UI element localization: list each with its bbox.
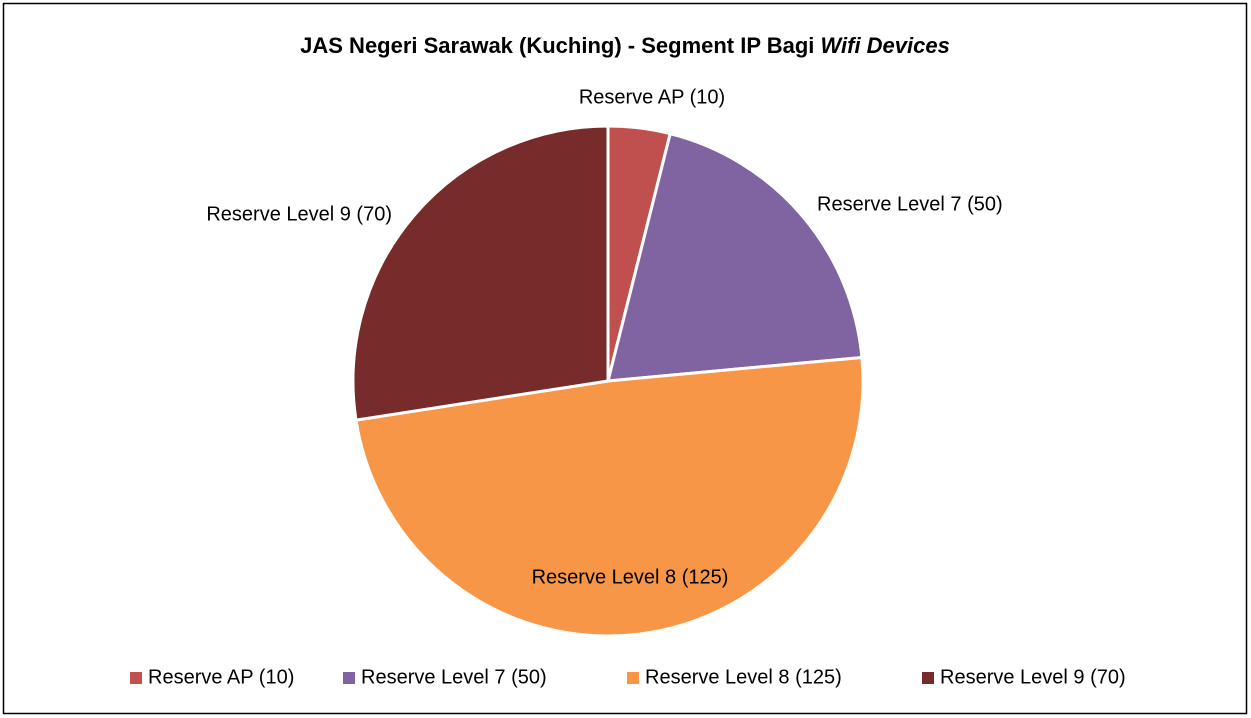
data-label: Reserve Level 9 (70) bbox=[206, 203, 392, 225]
title-italic: Wifi Devices bbox=[820, 33, 949, 58]
pie-slice bbox=[606, 131, 864, 383]
legend-label: Reserve Level 9 (70) bbox=[940, 666, 1126, 688]
legend-swatch bbox=[130, 672, 142, 684]
pie-slice bbox=[354, 355, 865, 638]
legend-label: Reserve Level 7 (50) bbox=[361, 666, 547, 688]
pie-slice bbox=[351, 124, 610, 422]
data-label: Reserve Level 8 (125) bbox=[532, 566, 729, 588]
title-main: JAS Negeri Sarawak (Kuching) - Segment I… bbox=[300, 33, 814, 58]
legend-label: Reserve Level 8 (125) bbox=[645, 666, 842, 688]
data-label: Reserve Level 7 (50) bbox=[817, 193, 1003, 215]
legend-swatch bbox=[343, 672, 355, 684]
legend-label: Reserve AP (10) bbox=[148, 666, 294, 688]
data-label: Reserve AP (10) bbox=[579, 86, 725, 108]
chart-title: JAS Negeri Sarawak (Kuching) - Segment I… bbox=[300, 33, 950, 58]
legend-swatch bbox=[922, 672, 934, 684]
legend-swatch bbox=[627, 672, 639, 684]
